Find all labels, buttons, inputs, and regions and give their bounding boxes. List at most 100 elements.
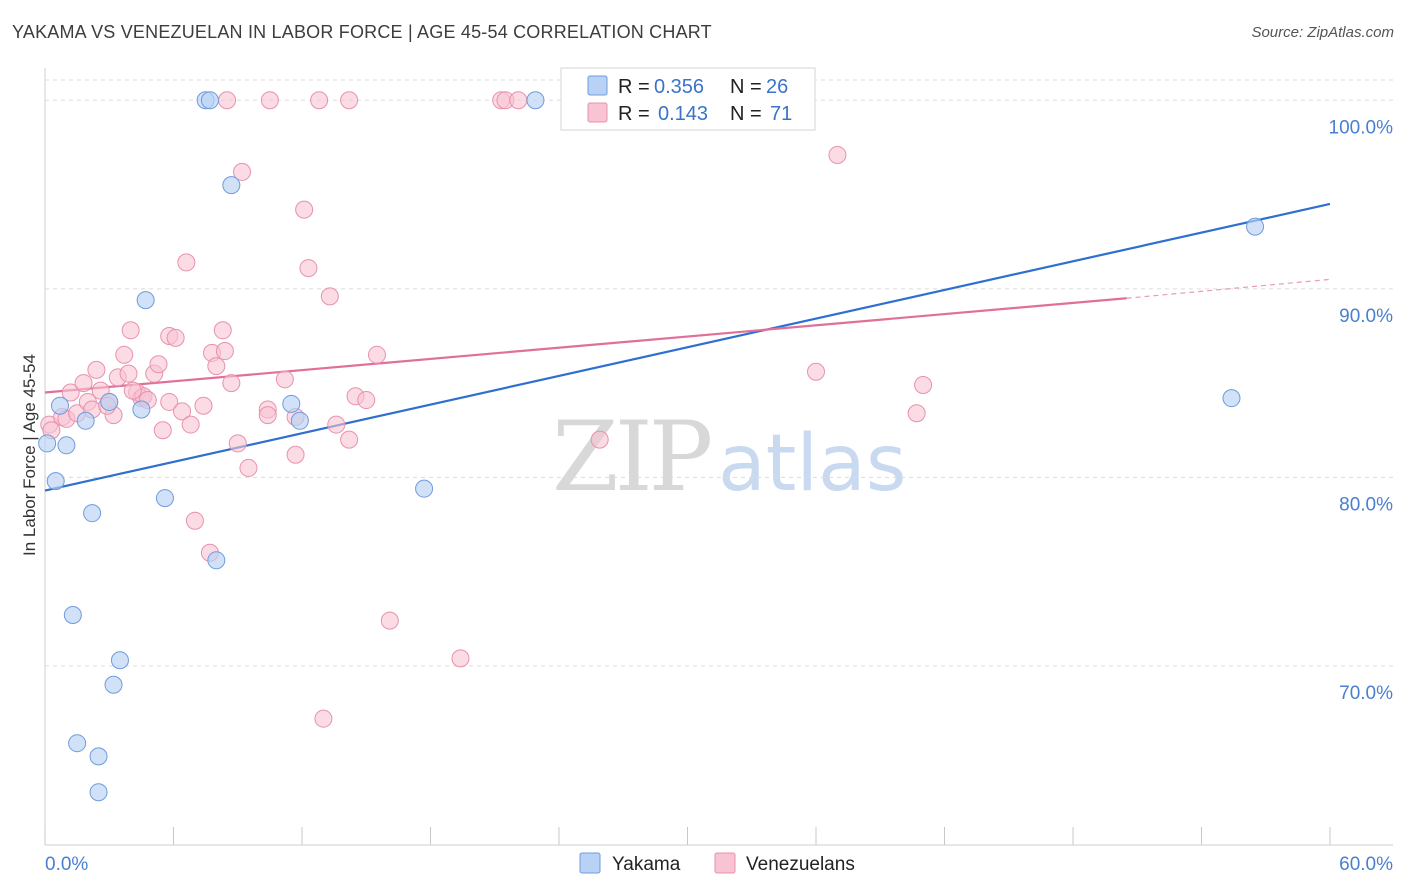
- point-venezuelans-37: [222, 374, 241, 393]
- x-tick-label-min: 0.0%: [45, 854, 88, 875]
- point-venezuelans-66: [828, 145, 847, 164]
- point-venezuelans-59: [340, 91, 359, 110]
- point-venezuelans-25: [160, 392, 179, 411]
- legend-r-value-yakama: 0.356: [654, 76, 704, 98]
- source-credit: Source: ZipAtlas.com: [1251, 24, 1394, 41]
- watermark-zip: ZIP: [552, 401, 711, 513]
- point-venezuelans-65: [807, 362, 825, 381]
- point-venezuelans-60: [451, 649, 470, 668]
- x-tick-label-max: 60.0%: [1339, 854, 1393, 875]
- point-yakama-19: [222, 176, 241, 195]
- point-yakama-23: [526, 91, 545, 110]
- point-venezuelans-56: [218, 91, 237, 110]
- point-venezuelans-70: [123, 381, 142, 400]
- point-venezuelans-15: [119, 364, 138, 383]
- trend-line-venezuelans-extension: [1126, 278, 1331, 299]
- point-venezuelans-48: [314, 709, 333, 728]
- bottom-legend: Yakama Venezuelans: [579, 852, 855, 875]
- legend-swatch-venezuelans: [587, 102, 608, 123]
- point-venezuelans-35: [213, 321, 232, 340]
- point-venezuelans-31: [194, 396, 213, 415]
- point-yakama-0: [38, 434, 57, 453]
- data-points: [38, 91, 1265, 802]
- legend-n-value-yakama: 26: [766, 76, 788, 98]
- point-venezuelans-23: [153, 421, 172, 440]
- point-venezuelans-14: [115, 345, 134, 364]
- point-yakama-18: [207, 551, 226, 570]
- point-yakama-15: [155, 489, 174, 508]
- point-yakama-8: [89, 747, 108, 766]
- point-yakama-1: [46, 472, 65, 491]
- trend-line-yakama: [44, 202, 1331, 492]
- point-yakama-11: [110, 651, 129, 670]
- point-yakama-2: [50, 396, 69, 415]
- y-tick-label-70: 70.0%: [1339, 683, 1393, 704]
- point-yakama-5: [83, 504, 102, 523]
- point-yakama-6: [63, 605, 82, 624]
- legend-n-label-venezuelans: N =: [730, 103, 762, 125]
- point-venezuelans-50: [327, 415, 346, 434]
- point-venezuelans-57: [260, 91, 279, 110]
- point-venezuelans-27: [173, 402, 192, 421]
- point-venezuelans-67: [907, 404, 926, 423]
- point-venezuelans-39: [233, 162, 252, 181]
- point-venezuelans-26: [166, 328, 185, 347]
- point-venezuelans-63: [509, 91, 528, 110]
- bottom-legend-label-venezuelans: Venezuelans: [746, 854, 855, 875]
- point-venezuelans-34: [207, 357, 226, 376]
- bottom-legend-swatch-yakama: [579, 852, 601, 874]
- point-venezuelans-43: [275, 370, 294, 389]
- legend-r-label-venezuelans: R =: [618, 103, 650, 125]
- y-tick-label-80: 80.0%: [1339, 494, 1393, 515]
- point-yakama-12: [100, 392, 119, 411]
- point-yakama-9: [89, 783, 108, 802]
- x-tick-labels: 0.0% 60.0%: [45, 854, 1393, 875]
- point-venezuelans-40: [239, 458, 258, 477]
- point-yakama-4: [76, 411, 95, 430]
- point-venezuelans-30: [185, 511, 204, 530]
- point-venezuelans-9: [87, 360, 106, 379]
- point-venezuelans-53: [357, 391, 376, 410]
- point-venezuelans-68: [914, 375, 933, 394]
- point-yakama-25: [1246, 217, 1265, 236]
- point-yakama-20: [282, 394, 301, 413]
- point-venezuelans-42: [258, 406, 277, 425]
- bottom-legend-swatch-venezuelans: [714, 852, 736, 874]
- legend-n-value-venezuelans: 71: [770, 103, 792, 125]
- y-tick-label-100: 100.0%: [1329, 117, 1394, 138]
- point-venezuelans-55: [380, 611, 399, 630]
- point-venezuelans-29: [181, 415, 200, 434]
- point-venezuelans-54: [367, 345, 386, 364]
- point-yakama-10: [104, 675, 123, 694]
- point-venezuelans-47: [299, 259, 318, 278]
- point-venezuelans-64: [590, 430, 609, 449]
- y-tick-label-90: 90.0%: [1339, 306, 1393, 327]
- point-yakama-7: [68, 734, 87, 753]
- point-venezuelans-22: [149, 355, 168, 374]
- point-venezuelans-6: [74, 374, 93, 393]
- point-yakama-21: [290, 411, 309, 430]
- bottom-legend-label-yakama: Yakama: [612, 854, 681, 875]
- point-yakama-13: [132, 400, 151, 419]
- point-yakama-22: [415, 479, 434, 498]
- y-axis-label: In Labor Force | Age 45-54: [20, 354, 39, 556]
- point-venezuelans-45: [286, 445, 305, 464]
- point-venezuelans-49: [320, 287, 339, 306]
- point-venezuelans-46: [295, 200, 314, 219]
- axes: [44, 68, 1393, 846]
- point-yakama-3: [57, 436, 76, 455]
- point-venezuelans-38: [228, 434, 247, 453]
- legend-n-label-yakama: N =: [730, 76, 762, 98]
- point-venezuelans-16: [121, 321, 140, 340]
- point-venezuelans-28: [177, 253, 196, 272]
- point-yakama-24: [1222, 389, 1241, 408]
- y-tick-labels: 70.0% 80.0% 90.0% 100.0%: [1329, 117, 1394, 704]
- watermark-atlas: atlas: [718, 419, 907, 509]
- point-yakama-14: [136, 291, 155, 310]
- legend-r-value-venezuelans: 0.143: [658, 103, 708, 125]
- legend-r-label-yakama: R =: [618, 76, 650, 98]
- chart-title: YAKAMA VS VENEZUELAN IN LABOR FORCE | AG…: [12, 22, 712, 42]
- point-yakama-17: [200, 91, 219, 110]
- legend-swatch-yakama: [587, 75, 608, 96]
